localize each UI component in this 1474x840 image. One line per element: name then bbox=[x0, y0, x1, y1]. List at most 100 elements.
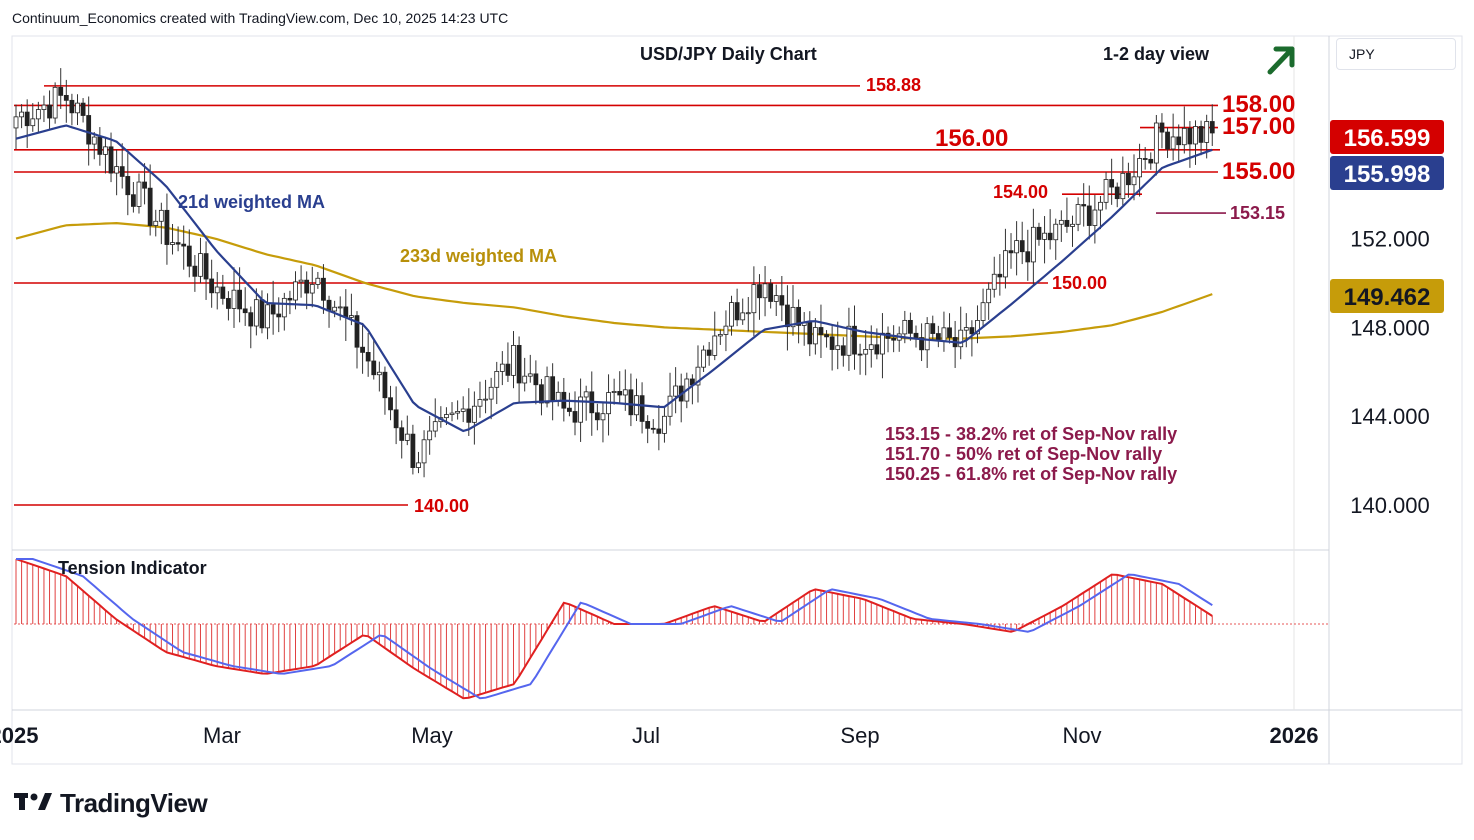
candle-183 bbox=[1036, 222, 1042, 246]
candle-48 bbox=[281, 292, 287, 331]
candle-187 bbox=[1058, 210, 1064, 242]
candle-55 bbox=[321, 264, 326, 314]
candle-body-57 bbox=[332, 306, 338, 312]
candle-body-210 bbox=[1187, 127, 1193, 145]
candles-layer bbox=[13, 68, 1215, 478]
candle-body-87 bbox=[499, 363, 505, 372]
candle-96 bbox=[550, 363, 556, 421]
candle-138 bbox=[785, 285, 790, 351]
candle-11 bbox=[75, 94, 80, 126]
level-label-0: 158.88 bbox=[866, 75, 921, 95]
candle-body-85 bbox=[488, 386, 494, 400]
candle-133 bbox=[757, 274, 762, 320]
candle-body-86 bbox=[494, 371, 500, 388]
candle-214 bbox=[1209, 104, 1215, 146]
candle-121 bbox=[689, 374, 695, 405]
symbol-unit-box[interactable]: JPY bbox=[1336, 38, 1456, 70]
candle-6 bbox=[47, 90, 52, 130]
candle-23 bbox=[142, 163, 147, 205]
candle-146 bbox=[829, 326, 835, 371]
candle-body-53 bbox=[309, 284, 315, 294]
candle-140 bbox=[796, 299, 801, 344]
attribution-text: Continuum_Economics created with Trading… bbox=[12, 10, 509, 26]
candle-108 bbox=[617, 371, 623, 403]
candle-148 bbox=[840, 337, 846, 367]
candle-207 bbox=[1170, 113, 1176, 161]
candle-body-126 bbox=[717, 334, 723, 337]
ma21-layer bbox=[15, 124, 1213, 433]
candle-165 bbox=[935, 325, 941, 348]
candle-body-51 bbox=[298, 279, 304, 283]
candle-body-41 bbox=[242, 308, 248, 314]
candle-body-72 bbox=[416, 462, 421, 468]
candle-body-136 bbox=[773, 295, 779, 302]
price-badge-2: 149.462 bbox=[1330, 279, 1444, 313]
candle-body-207 bbox=[1170, 136, 1176, 150]
candle-162 bbox=[919, 323, 924, 362]
candle-20 bbox=[125, 153, 131, 216]
candle-139 bbox=[790, 285, 796, 336]
candle-body-12 bbox=[80, 102, 86, 116]
candle-131 bbox=[745, 297, 751, 332]
candle-144 bbox=[818, 304, 824, 358]
candle-82 bbox=[471, 391, 477, 445]
candle-body-123 bbox=[701, 349, 706, 368]
candle-body-80 bbox=[460, 408, 466, 412]
candle-body-20 bbox=[125, 176, 131, 196]
candle-body-48 bbox=[281, 297, 287, 318]
candle-127 bbox=[723, 310, 729, 352]
level-label-5: 154.00 bbox=[993, 182, 1048, 202]
candle-body-33 bbox=[198, 253, 203, 277]
candle-135 bbox=[768, 279, 774, 309]
candle-body-150 bbox=[852, 325, 857, 355]
candle-body-211 bbox=[1193, 126, 1198, 145]
candle-body-19 bbox=[119, 166, 125, 177]
candle-body-38 bbox=[226, 298, 231, 309]
candle-110 bbox=[628, 373, 634, 427]
candle-176 bbox=[997, 254, 1003, 296]
candle-39 bbox=[231, 267, 237, 328]
candle-114 bbox=[650, 419, 656, 434]
candle-body-167 bbox=[947, 327, 952, 338]
candle-111 bbox=[634, 378, 639, 422]
candle-body-132 bbox=[751, 284, 757, 314]
candle-body-9 bbox=[63, 94, 69, 101]
candle-68 bbox=[393, 386, 399, 445]
candle-18 bbox=[114, 149, 120, 196]
candle-body-90 bbox=[516, 345, 522, 384]
candle-115 bbox=[656, 404, 662, 451]
candle-body-164 bbox=[930, 323, 936, 334]
candle-body-10 bbox=[69, 99, 75, 114]
price-axis-ticks: 140.000 144.000 148.000 152.000 bbox=[1350, 227, 1430, 518]
candle-body-3 bbox=[30, 118, 36, 127]
candle-173 bbox=[980, 288, 986, 327]
candle-174 bbox=[986, 282, 992, 320]
candle-body-16 bbox=[103, 146, 108, 155]
candle-body-144 bbox=[818, 327, 824, 335]
candle-body-77 bbox=[444, 414, 449, 419]
candle-88 bbox=[505, 342, 511, 382]
x-tick-label-0: 2025 bbox=[0, 723, 38, 748]
time-axis-ticks: 2025 Mar May Jul Sep Nov 2026 bbox=[0, 723, 1318, 748]
ma21-label: 21d weighted MA bbox=[178, 192, 325, 212]
candle-body-35 bbox=[209, 278, 215, 294]
candle-body-15 bbox=[97, 136, 103, 155]
candle-136 bbox=[773, 284, 779, 317]
candle-body-134 bbox=[762, 283, 768, 299]
candle-body-64 bbox=[371, 360, 377, 376]
candle-103 bbox=[589, 371, 595, 436]
candle-188 bbox=[1064, 197, 1070, 233]
candle-body-101 bbox=[578, 396, 583, 423]
candle-195 bbox=[1103, 171, 1109, 210]
candle-70 bbox=[404, 415, 410, 446]
tradingview-brand[interactable]: TradingView bbox=[14, 788, 208, 819]
candle-104 bbox=[594, 403, 600, 431]
candle-9 bbox=[63, 79, 69, 123]
candle-body-140 bbox=[796, 306, 801, 326]
candle-body-91 bbox=[522, 375, 528, 384]
candle-body-190 bbox=[1075, 204, 1081, 225]
price-badge-bg-1 bbox=[1330, 156, 1444, 190]
candle-167 bbox=[947, 313, 952, 344]
candle-body-194 bbox=[1098, 201, 1103, 211]
